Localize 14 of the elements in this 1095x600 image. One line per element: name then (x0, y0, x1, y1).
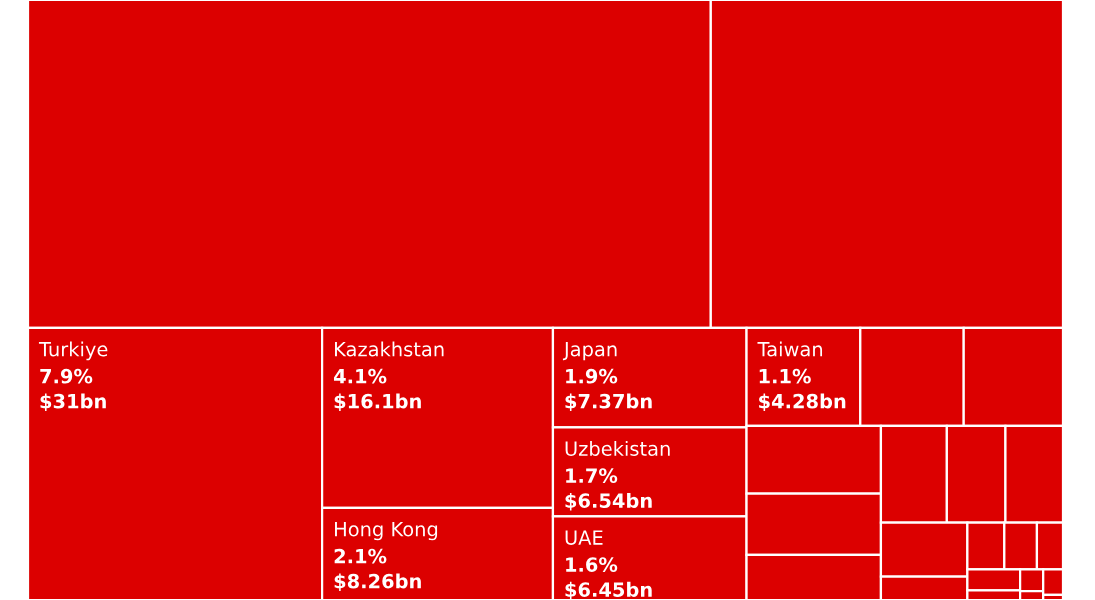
data-label: 2.1% $8.26bn (334, 548, 421, 592)
category-label: Uzbekistan (565, 440, 670, 456)
category-label: Turkiye (38, 341, 108, 361)
data-label: 1.7% $6.54bn (565, 468, 652, 511)
data-label: 1.9% $7.37bn (565, 368, 652, 412)
category-label: Taiwan (757, 341, 823, 357)
data-label: 7.9% $31bn (40, 368, 106, 412)
data-label: 4.1% $16.1bn (333, 368, 421, 412)
category-label: Kazakhstan (335, 341, 444, 357)
category-label: UAE (565, 530, 603, 545)
category-label: Japan (562, 342, 617, 361)
data-label: 1.6% $6.45bn (565, 557, 652, 600)
data-label: 1.1% $4.28bn (759, 368, 846, 412)
category-label: Hong Kong (335, 522, 438, 541)
